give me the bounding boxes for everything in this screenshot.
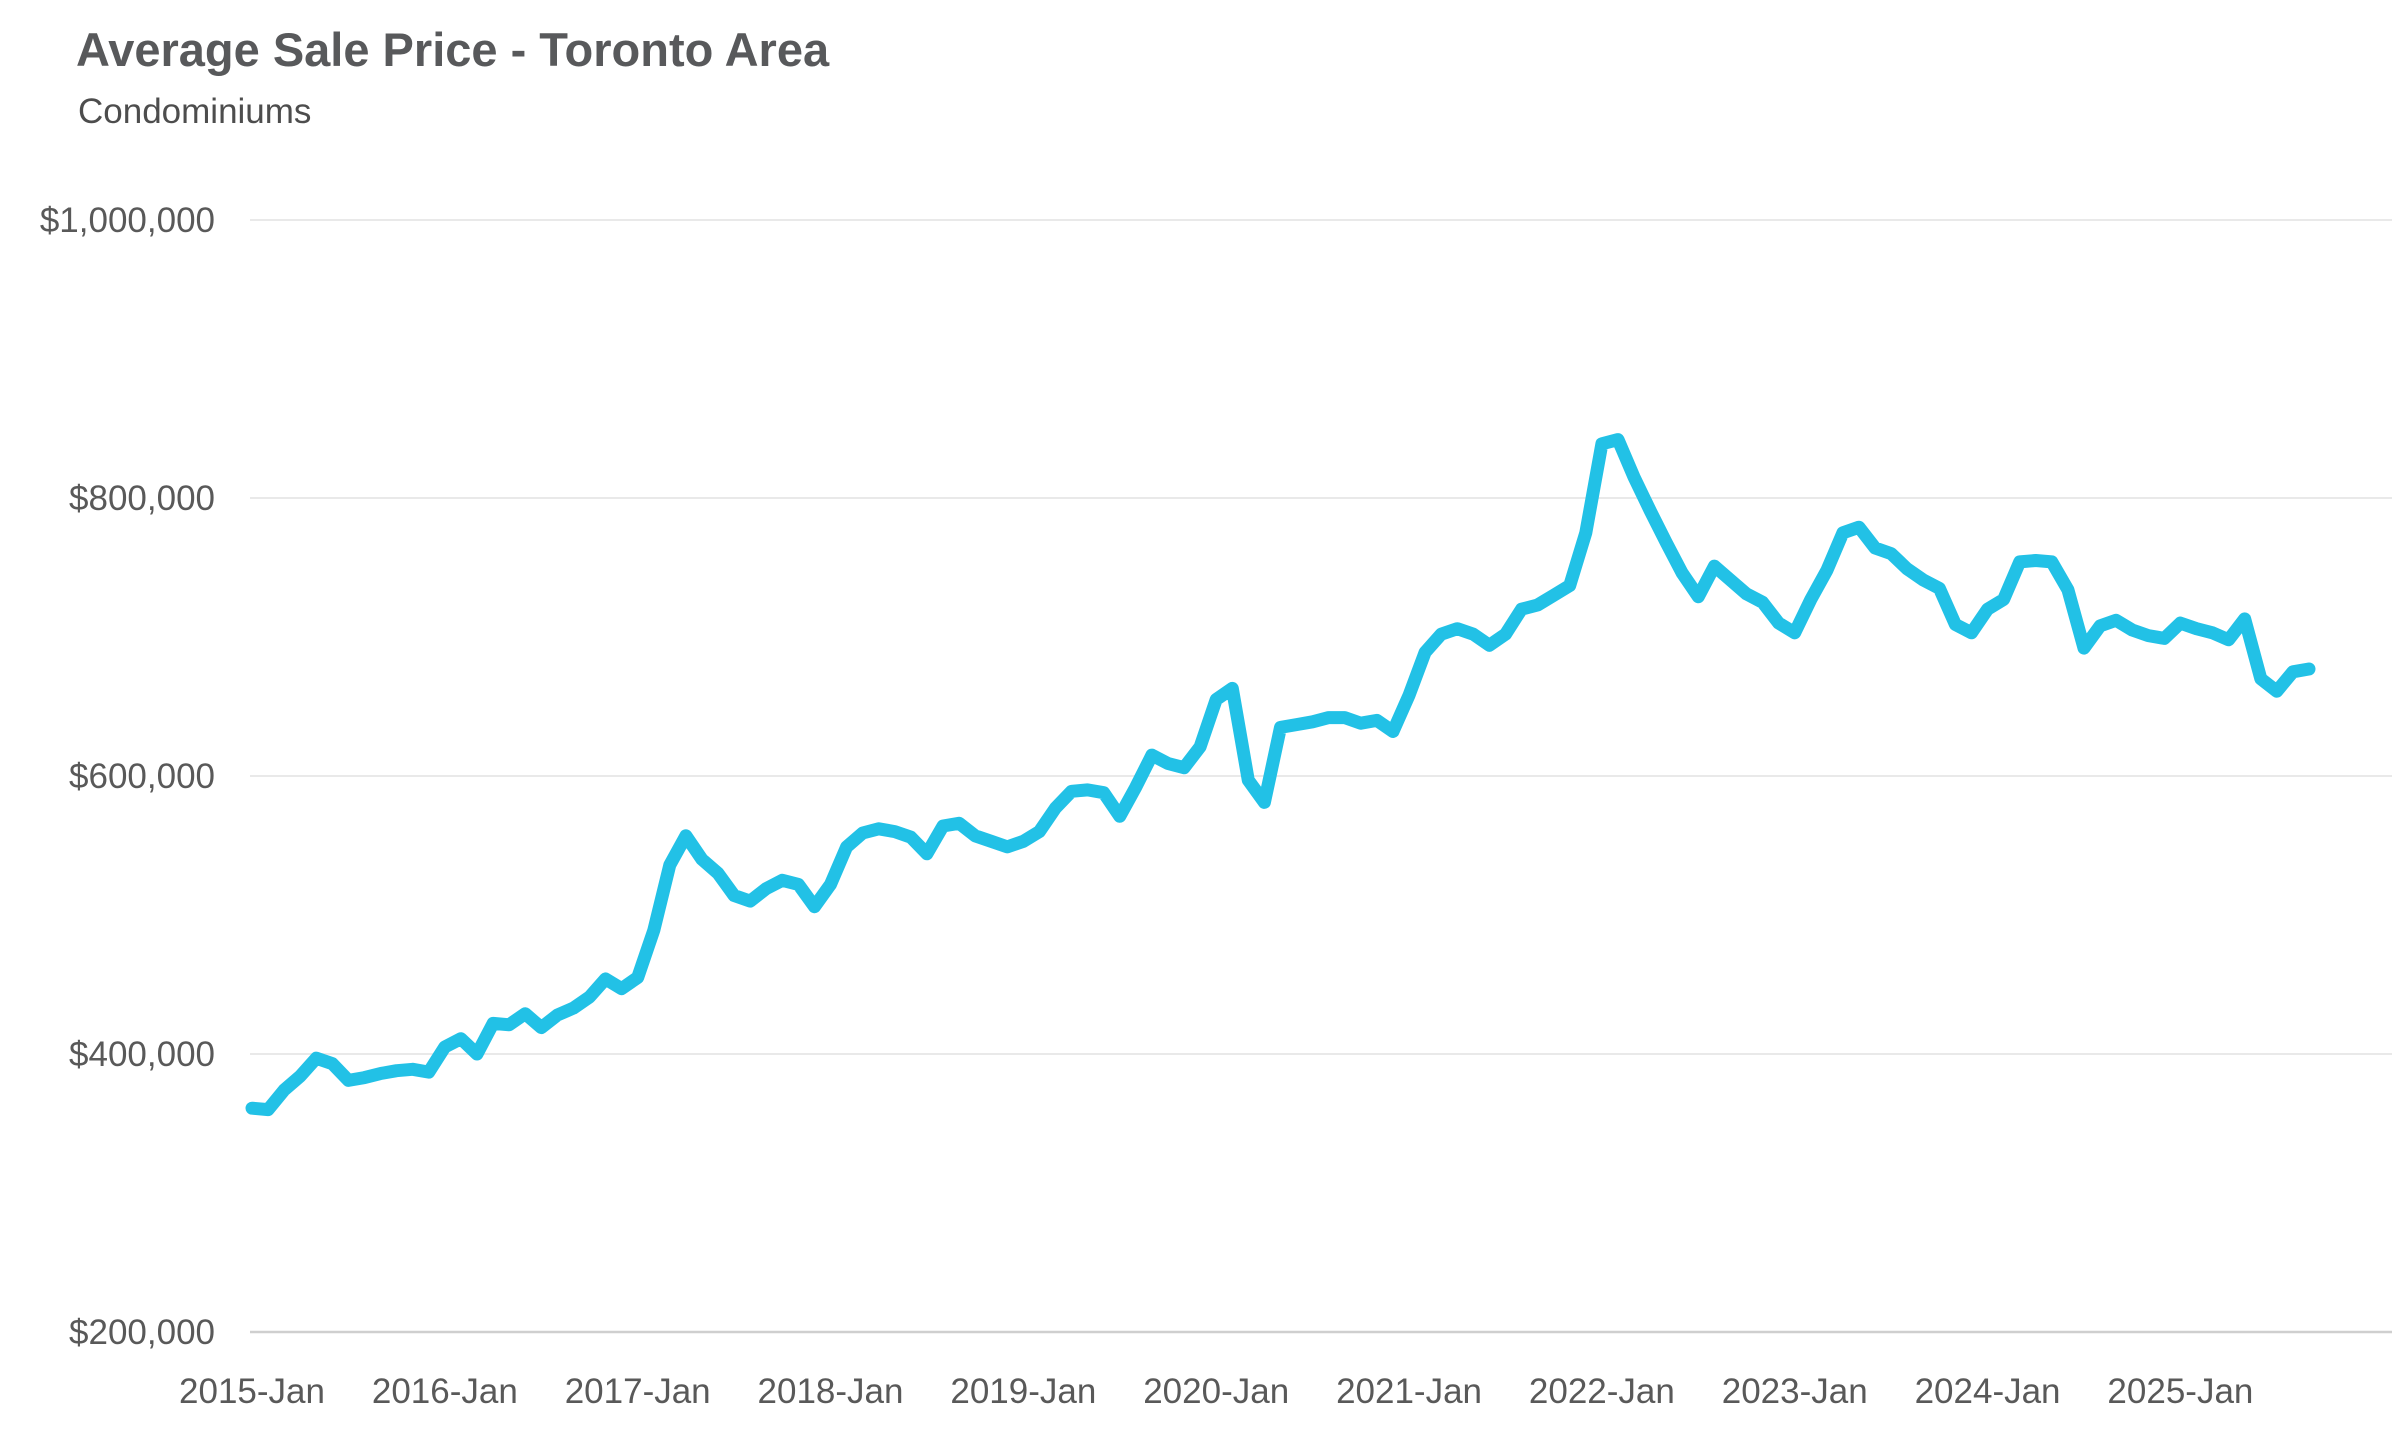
chart-subtitle: Condominiums	[78, 92, 312, 131]
x-tick-label-2022-Jan: 2022-Jan	[1529, 1372, 1675, 1411]
y-tick-label-800000: $800,000	[69, 479, 215, 518]
y-tick-label-200000: $200,000	[69, 1313, 215, 1352]
x-tick-label-2015-Jan: 2015-Jan	[179, 1372, 325, 1411]
x-tick-label-2018-Jan: 2018-Jan	[758, 1372, 904, 1411]
x-tick-label-2025-Jan: 2025-Jan	[2107, 1372, 2253, 1411]
x-tick-label-2024-Jan: 2024-Jan	[1915, 1372, 2061, 1411]
x-tick-label-2020-Jan: 2020-Jan	[1143, 1372, 1289, 1411]
x-tick-label-2021-Jan: 2021-Jan	[1336, 1372, 1482, 1411]
y-tick-label-600000: $600,000	[69, 757, 215, 796]
price-line-series	[245, 433, 2316, 1117]
x-tick-label-2019-Jan: 2019-Jan	[950, 1372, 1096, 1411]
y-tick-label-1000000: $1,000,000	[40, 201, 215, 240]
x-tick-label-2016-Jan: 2016-Jan	[372, 1372, 518, 1411]
x-tick-label-2017-Jan: 2017-Jan	[565, 1372, 711, 1411]
y-tick-label-400000: $400,000	[69, 1035, 215, 1074]
chart-title: Average Sale Price - Toronto Area	[76, 23, 830, 76]
x-tick-label-2023-Jan: 2023-Jan	[1722, 1372, 1868, 1411]
